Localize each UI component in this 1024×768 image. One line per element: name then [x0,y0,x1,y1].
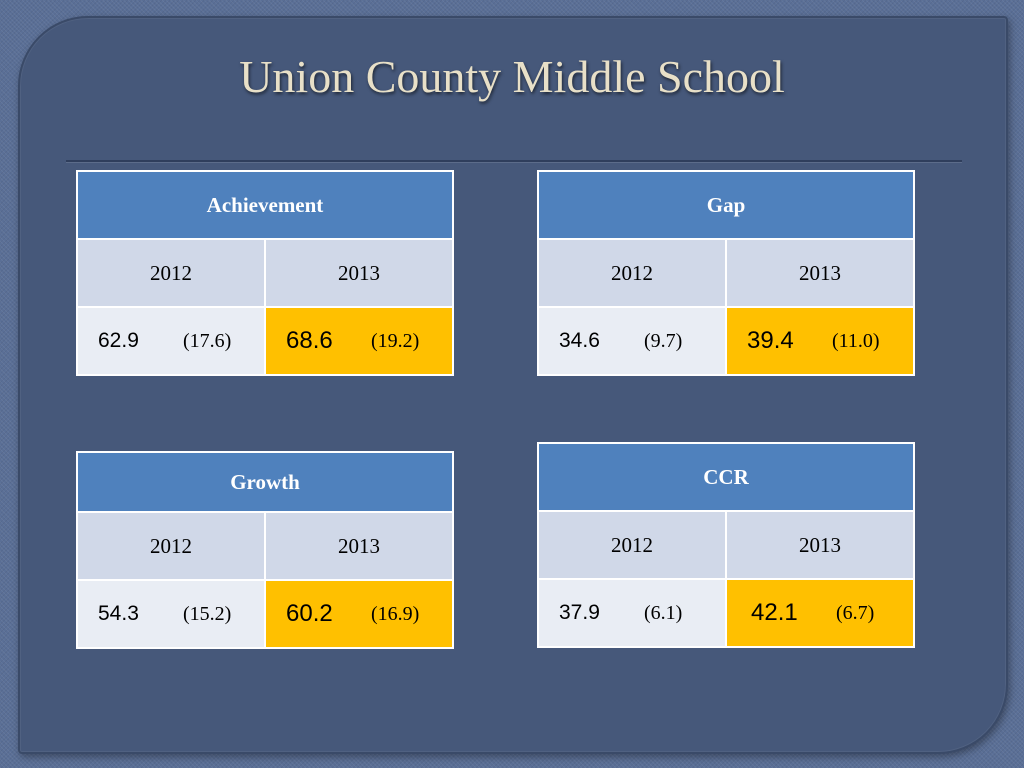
table-header: Growth [76,451,454,513]
year-2012: 2012 [76,238,266,308]
year-2012: 2012 [76,511,266,581]
growth-table: Growth 2012 2013 54.3 (15.2) 60.2 (16.9) [76,451,454,649]
value-2012-paren: (6.1) [644,601,683,624]
table-header: Gap [537,170,915,240]
value-2013: 39.4 [747,327,794,354]
value-2012-cell: 37.9 (6.1) [537,578,727,648]
value-2012-cell: 62.9 (17.6) [76,306,266,376]
value-2013-cell: 42.1 (6.7) [725,578,915,648]
value-2013-cell: 60.2 (16.9) [264,579,454,649]
value-2013-cell: 68.6 (19.2) [264,306,454,376]
value-2012: 34.6 [559,329,600,352]
year-2013: 2013 [725,238,915,308]
year-2013: 2013 [264,511,454,581]
value-2012: 54.3 [98,602,139,625]
value-2012-paren: (9.7) [644,329,683,352]
value-2013-paren: (6.7) [836,601,875,624]
ccr-table: CCR 2012 2013 37.9 (6.1) 42.1 (6.7) [537,442,915,648]
value-2013: 60.2 [286,600,333,627]
year-2013: 2013 [725,510,915,580]
year-2013: 2013 [264,238,454,308]
value-2012: 62.9 [98,329,139,352]
year-2012: 2012 [537,238,727,308]
value-2012: 37.9 [559,601,600,624]
value-2013: 42.1 [751,599,798,626]
table-header: CCR [537,442,915,512]
value-2012-paren: (17.6) [183,329,232,352]
value-2013-cell: 39.4 (11.0) [725,306,915,376]
achievement-table: Achievement 2012 2013 62.9 (17.6) 68.6 (… [76,170,454,376]
table-header: Achievement [76,170,454,240]
year-2012: 2012 [537,510,727,580]
value-2013-paren: (19.2) [371,329,420,352]
slide-title: Union County Middle School [239,51,785,102]
gap-table: Gap 2012 2013 34.6 (9.7) 39.4 (11.0) [537,170,915,376]
title-divider [66,160,962,162]
value-2012-cell: 54.3 (15.2) [76,579,266,649]
value-2013: 68.6 [286,327,333,354]
value-2012-cell: 34.6 (9.7) [537,306,727,376]
value-2012-paren: (15.2) [183,602,232,625]
value-2013-paren: (11.0) [832,329,880,352]
value-2013-paren: (16.9) [371,602,420,625]
